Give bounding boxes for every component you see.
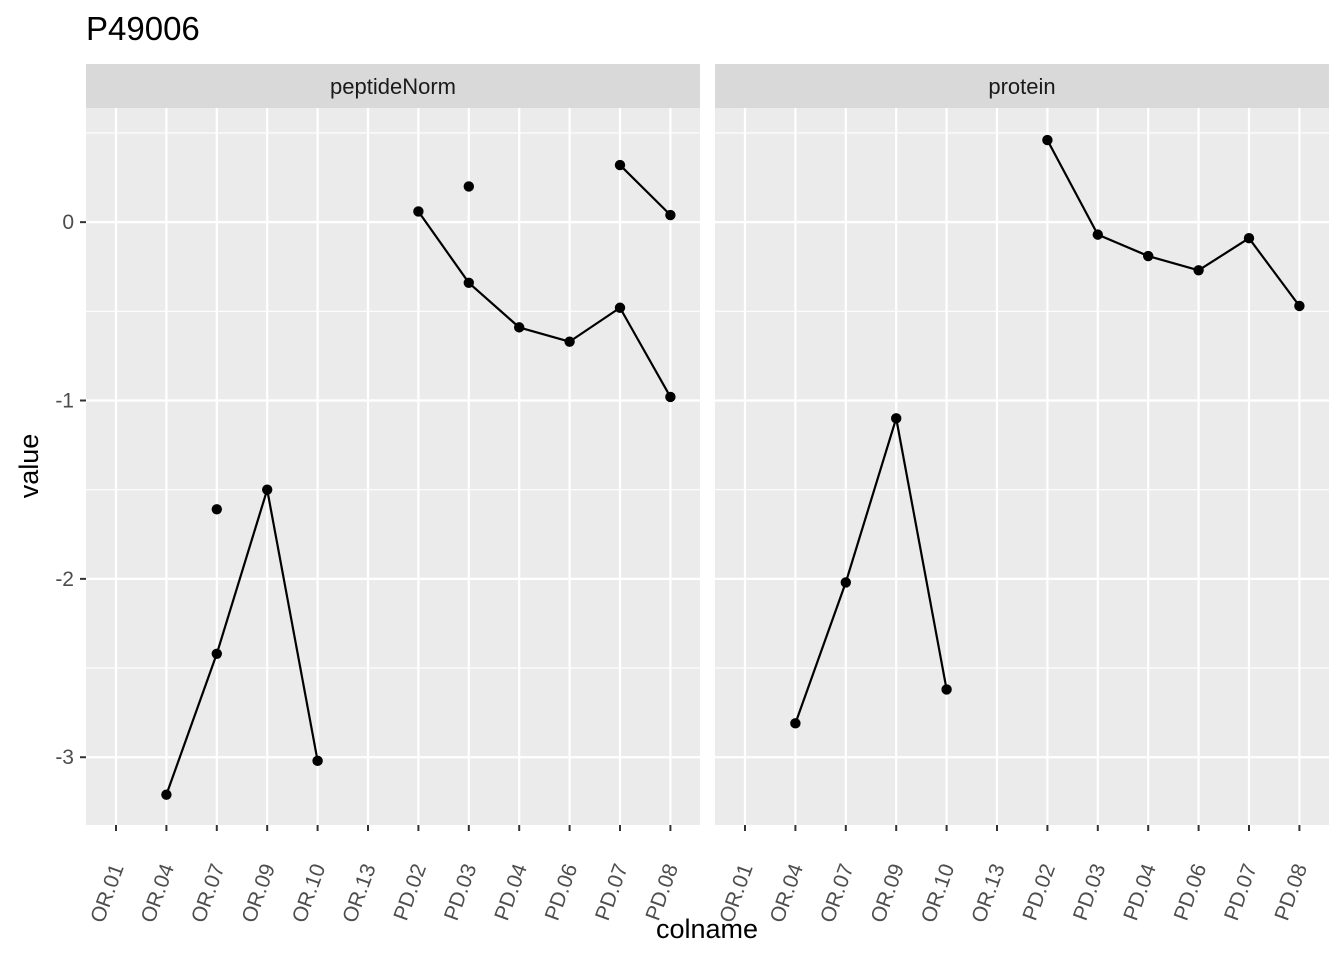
data-point [1243,233,1255,244]
series-line-segment [417,210,470,284]
series-line-segment [1198,237,1250,272]
data-point [665,391,676,403]
series-line-segment [468,281,520,329]
x-tick-label: OR.07 [816,861,858,926]
x-tick-label: OR.13 [338,861,380,926]
x-tick-label: OR.07 [187,861,229,926]
data-point [614,302,626,313]
x-tick-label: PD.07 [1220,861,1262,924]
chart-title: P49006 [86,10,200,47]
x-tick-label: PD.06 [541,861,583,924]
facet-strip-label: protein [988,74,1055,99]
panel-background [715,108,1329,825]
x-tick-label: PD.03 [1069,861,1111,924]
data-point [790,718,801,729]
data-point [665,209,676,221]
data-point [514,322,525,333]
series-line-segment [518,326,570,343]
data-point [463,181,474,192]
facet-strip [715,64,1329,108]
data-point [211,648,222,659]
data-point [564,336,575,347]
data-point [1143,250,1154,262]
series-line-segment [266,489,319,761]
series-line-segment [165,653,218,796]
y-tick-label: -3 [55,746,74,769]
data-point [1294,300,1305,312]
data-point [262,484,273,495]
data-point [161,789,172,800]
x-tick-label: OR.04 [137,861,179,926]
data-point [413,206,424,217]
x-tick-label: PD.04 [1119,861,1161,924]
data-point [1042,134,1053,146]
data-point [614,159,626,171]
x-tick-label: PD.02 [390,861,432,924]
x-tick-label: OR.10 [288,861,330,926]
data-point [1193,265,1204,276]
x-tick-label: OR.10 [917,861,959,926]
series-line-segment [568,306,621,343]
y-axis-title: value [14,434,44,499]
x-tick-label: OR.13 [967,861,1009,926]
x-tick-label: PD.07 [591,861,633,924]
series-line-segment [1097,233,1149,258]
facet-strip-label: peptideNorm [330,74,456,99]
x-tick-label: PD.03 [440,861,482,924]
data-point [840,577,851,588]
x-tick-label: PD.02 [1019,861,1061,924]
x-tick-label: OR.09 [238,861,280,926]
x-tick-label: OR.09 [867,861,909,926]
facet-strip [86,64,700,108]
y-tick-label: -1 [55,390,74,413]
facet-panel-peptideNorm: peptideNorm OR.01 OR.04 OR.07 OR.09 OR.10 OR.1… [86,64,700,926]
data-point [941,684,952,695]
series-line-segment [1248,237,1301,307]
x-tick-label: PD.06 [1170,861,1212,924]
x-tick-label: OR.01 [86,861,128,926]
data-point [312,755,323,766]
series-line-segment [619,307,672,398]
series-line-segment [844,418,898,583]
x-tick-label: PD.08 [1271,861,1313,924]
x-axis-title: colname [656,914,758,944]
series-line-segment [895,418,948,690]
y-tick-label: -2 [55,568,74,591]
series-line-segment [619,164,672,216]
y-tick-label: 0 [62,211,74,234]
series-line-segment [1147,254,1199,272]
series-line-segment [1046,139,1099,236]
series-line-segment [215,489,269,655]
panel-background [86,108,700,825]
data-point [463,277,474,288]
data-point [891,413,902,424]
data-point [211,504,222,515]
data-point [1092,229,1104,240]
series-line-segment [794,582,847,724]
x-tick-label: OR.04 [766,861,808,926]
x-tick-label: PD.04 [490,861,532,924]
